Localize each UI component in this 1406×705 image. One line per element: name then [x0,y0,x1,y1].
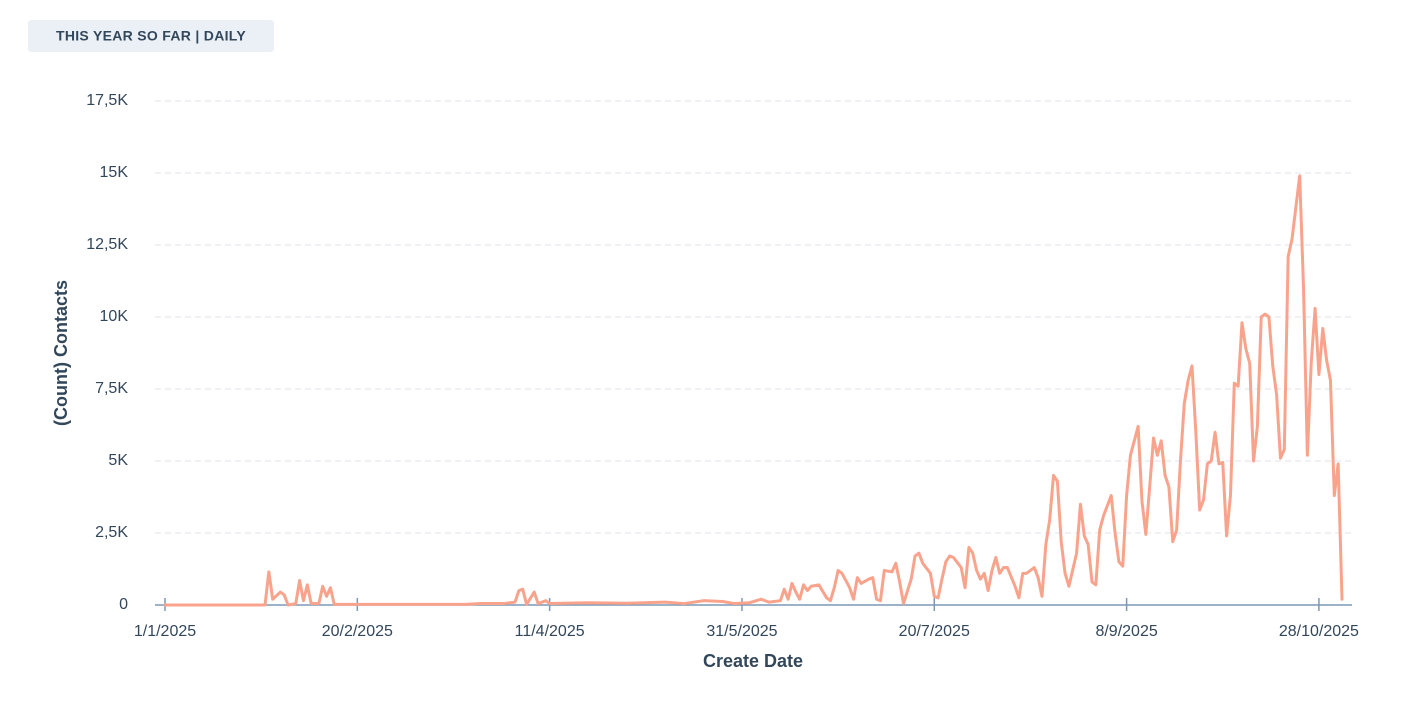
x-tick-label: 28/10/2025 [1279,623,1359,640]
x-tick-label: 20/2/2025 [322,623,393,640]
x-tick-label: 11/4/2025 [515,623,585,640]
x-axis-title: Create Date [703,651,803,671]
y-tick-label: 17,5K [86,92,128,109]
x-tick-label: 20/7/2025 [899,623,970,640]
grid [155,100,1352,534]
y-tick-label: 10K [100,308,129,325]
y-tick-label: 5K [108,452,128,469]
x-tick-label: 1/1/2025 [134,623,196,640]
y-tick-label: 12,5K [86,236,128,253]
y-tick-label: 15K [100,164,129,181]
y-tick-label: 0 [119,596,128,613]
y-tick-label: 7,5K [95,380,128,397]
title-badge [28,20,274,52]
y-tick-label: 2,5K [95,524,128,541]
y-axis-title: (Count) Contacts [51,280,71,426]
data-line [163,174,1344,607]
x-tick-label: 31/5/2025 [706,623,777,640]
x-tick-label: 8/9/2025 [1095,623,1157,640]
chart-title: THIS YEAR SO FAR | DAILY [56,28,246,44]
